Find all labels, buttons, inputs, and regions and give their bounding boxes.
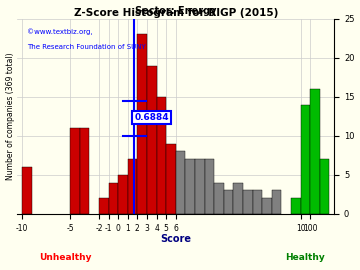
- Bar: [310, 89, 320, 214]
- Text: 0.6884: 0.6884: [135, 113, 169, 122]
- Text: The Research Foundation of SUNY: The Research Foundation of SUNY: [27, 44, 145, 50]
- X-axis label: Score: Score: [160, 234, 191, 244]
- Title: Z-Score Histogram for RIGP (2015): Z-Score Histogram for RIGP (2015): [73, 8, 278, 18]
- Bar: [291, 198, 301, 214]
- Bar: [185, 159, 195, 214]
- Text: Sector: Energy: Sector: Energy: [135, 6, 216, 16]
- Bar: [224, 190, 233, 214]
- Bar: [253, 190, 262, 214]
- Bar: [147, 66, 157, 214]
- Bar: [22, 167, 32, 214]
- Bar: [157, 97, 166, 214]
- Bar: [320, 159, 329, 214]
- Y-axis label: Number of companies (369 total): Number of companies (369 total): [5, 52, 14, 180]
- Bar: [70, 128, 80, 214]
- Bar: [301, 104, 310, 214]
- Text: Healthy: Healthy: [285, 253, 325, 262]
- Bar: [138, 34, 147, 214]
- Bar: [109, 183, 118, 214]
- Bar: [80, 128, 89, 214]
- Bar: [99, 198, 109, 214]
- Bar: [128, 159, 138, 214]
- Bar: [214, 183, 224, 214]
- Bar: [166, 144, 176, 214]
- Bar: [243, 190, 253, 214]
- Text: ©www.textbiz.org,: ©www.textbiz.org,: [27, 29, 93, 35]
- Text: Unhealthy: Unhealthy: [39, 253, 91, 262]
- Bar: [272, 190, 282, 214]
- Bar: [233, 183, 243, 214]
- Bar: [176, 151, 185, 214]
- Bar: [118, 175, 128, 214]
- Bar: [204, 159, 214, 214]
- Bar: [262, 198, 272, 214]
- Bar: [195, 159, 204, 214]
